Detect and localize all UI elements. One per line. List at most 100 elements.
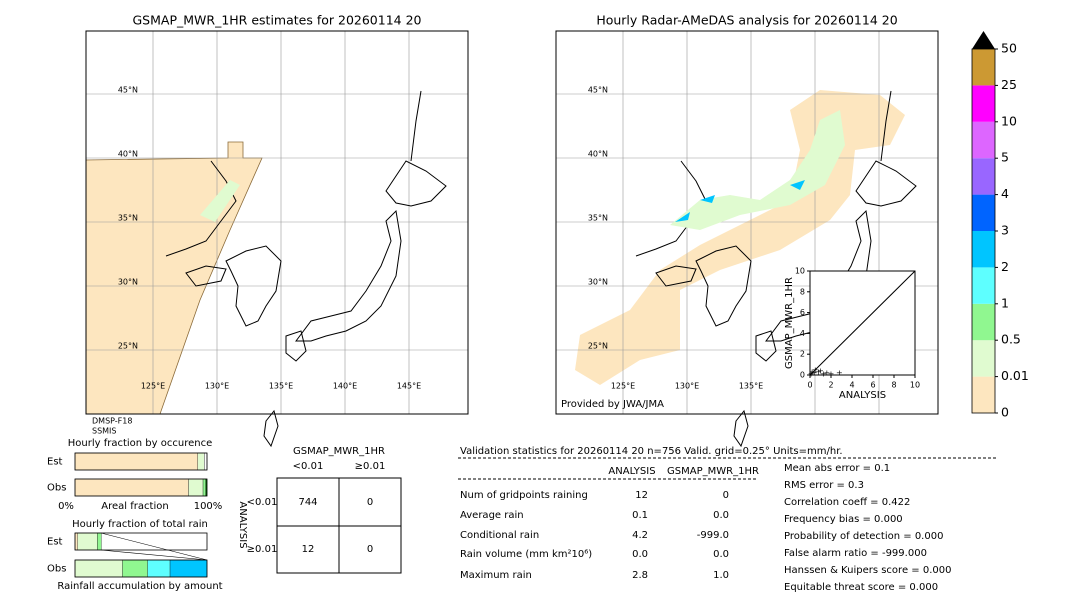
bar-frame (74, 478, 208, 497)
score: Correlation coeff = 0.422 (784, 497, 910, 508)
colorbar-label: 0.5 (1001, 332, 1021, 347)
map-title: Hourly Radar-AMeDAS analysis for 2026011… (596, 13, 897, 28)
sensor-label: DMSP-F18 (92, 417, 132, 426)
y-tick-label: 4 (800, 329, 805, 338)
cell: 0 (723, 490, 729, 501)
score: Hanssen & Kuipers score = 0.000 (784, 565, 951, 576)
fraction-bar (74, 478, 189, 497)
colorbar-label: 10 (1001, 113, 1017, 128)
panel-footer: Rainfall accumulation by amount (57, 581, 222, 592)
colorbar-segment (972, 340, 995, 377)
scatter-point: + (836, 368, 843, 377)
colorbar-label: 50 (1001, 41, 1017, 56)
lat-label: 35°N (118, 214, 138, 223)
x-tick-label: 6 (870, 381, 875, 390)
row-label: Num of gridpoints raining (460, 490, 588, 501)
cell: 12 (635, 490, 648, 501)
row-label: Obs (47, 483, 66, 494)
rain-area (675, 180, 805, 222)
colorbar-label: 0.01 (1001, 368, 1029, 383)
x-axis-label: ANALYSIS (839, 390, 886, 401)
fraction-bar (188, 478, 204, 497)
lat-label: 30°N (588, 278, 608, 287)
row-label: Conditional rain (460, 530, 539, 541)
map-frame (555, 30, 939, 415)
cell: 2.8 (632, 570, 648, 581)
sensor-label: SSMIS (92, 427, 117, 436)
cell: 0.0 (713, 549, 729, 560)
scatter-point: + (820, 369, 827, 378)
bar-frame (74, 532, 208, 551)
y-tick-label: 10 (795, 267, 805, 276)
score: Mean abs error = 0.1 (784, 463, 890, 474)
row-label: Maximum rain (460, 570, 532, 581)
stats-title: Validation statistics for 20260114 20 n=… (460, 446, 843, 457)
lat-label: 45°N (588, 86, 608, 95)
row-label: Average rain (460, 510, 524, 521)
score: Probability of detection = 0.000 (784, 531, 943, 542)
col-header: GSMAP_MWR_1HR (667, 466, 759, 477)
table-title: GSMAP_MWR_1HR (293, 446, 385, 457)
scatter-point: + (812, 365, 819, 374)
axis-label: 0% (58, 501, 74, 512)
cell: 744 (298, 497, 317, 508)
colorbar-segment (972, 231, 995, 268)
cell: 0.1 (632, 510, 648, 521)
fraction-bar (147, 559, 171, 578)
fraction-bar (97, 532, 102, 551)
row-label: Est (47, 457, 63, 468)
colorbar-label: 25 (1001, 77, 1017, 92)
fraction-bar (74, 559, 123, 578)
col-header: ≥0.01 (355, 461, 386, 472)
lon-label: 145°E (397, 382, 421, 391)
row-header: ≥0.01 (247, 544, 278, 555)
row-label: Est (47, 537, 63, 548)
scatter-point: + (817, 366, 824, 375)
score: RMS error = 0.3 (784, 480, 864, 491)
diagonal (809, 270, 916, 376)
y-axis-label: GSMAP_MWR_1HR (784, 277, 795, 369)
lat-label: 25°N (588, 342, 608, 351)
fraction-bar (74, 452, 198, 471)
lon-label: 125°E (611, 382, 635, 391)
fraction-bar (197, 452, 205, 471)
row-label: Rain volume (mm km²10⁶) (460, 549, 592, 560)
colorbar-label: 2 (1001, 259, 1009, 274)
map-frame (85, 30, 469, 415)
lon-label: 130°E (675, 382, 699, 391)
colorbar-label: 1 (1001, 295, 1009, 310)
colorbar-label: 3 (1001, 223, 1009, 238)
map-title: GSMAP_MWR_1HR estimates for 20260114 20 (133, 13, 422, 28)
lat-label: 40°N (118, 150, 138, 159)
panel-title: Hourly fraction of total rain (72, 519, 208, 530)
colorbar-segment (972, 267, 995, 304)
lon-label: 125°E (141, 382, 165, 391)
col-header: ANALYSIS (608, 466, 655, 477)
colorbar-segment (972, 121, 995, 159)
connector (100, 532, 208, 561)
scatter-point: + (828, 369, 835, 378)
scatter-point: + (809, 367, 816, 376)
scatter-point: + (808, 369, 815, 378)
colorbar-segment (972, 303, 995, 341)
score: Frequency bias = 0.000 (784, 514, 903, 525)
lon-label: 135°E (739, 382, 763, 391)
x-tick-label: 4 (849, 381, 854, 390)
cell: 1.0 (713, 570, 729, 581)
scatter-point: + (815, 367, 822, 376)
row-header: <0.01 (247, 497, 278, 508)
colorbar-label: 4 (1001, 186, 1009, 201)
bar-frame (74, 452, 208, 471)
lat-label: 30°N (118, 278, 138, 287)
axis-label: 100% (194, 501, 223, 512)
x-tick-label: 8 (891, 381, 896, 390)
lat-label: 25°N (118, 342, 138, 351)
lon-label: 130°E (205, 382, 229, 391)
table-grid (277, 478, 401, 573)
x-tick-label: 10 (910, 381, 920, 390)
y-tick-label: 8 (800, 287, 805, 296)
fraction-bar (122, 559, 148, 578)
scatter-point: + (823, 368, 830, 377)
